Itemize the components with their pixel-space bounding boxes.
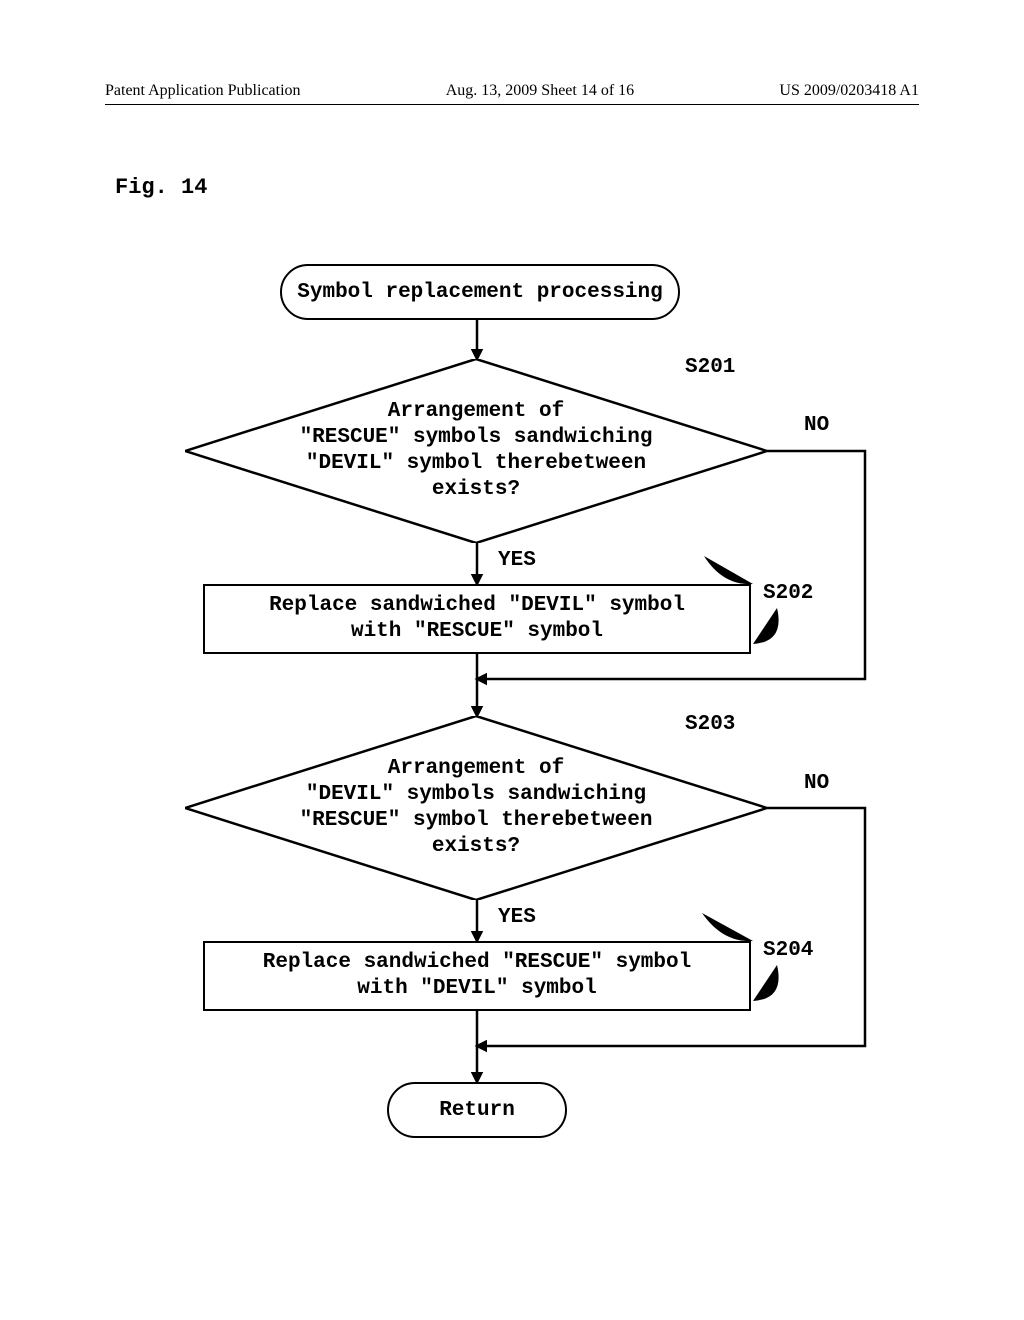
decision-s201: Arrangement of"RESCUE" symbols sandwichi… (185, 359, 767, 543)
step-label-s203: S203 (685, 713, 735, 736)
terminator-start: Symbol replacement processing (280, 264, 680, 320)
terminator-end-text: Return (439, 1099, 515, 1122)
process-s204: Replace sandwiched "RESCUE" symbolwith "… (203, 941, 751, 1011)
header-right: US 2009/0203418 A1 (779, 82, 919, 100)
decision-s203-text: Arrangement of"DEVIL" symbols sandwichin… (185, 716, 767, 900)
decision-s203: Arrangement of"DEVIL" symbols sandwichin… (185, 716, 767, 900)
yes-label-s201: YES (498, 549, 536, 572)
page: Patent Application Publication Aug. 13, … (0, 0, 1024, 1320)
header-left: Patent Application Publication (105, 82, 301, 100)
step-label-s204: S204 (763, 939, 813, 962)
process-s204-text: Replace sandwiched "RESCUE" symbolwith "… (263, 950, 691, 1003)
step-label-s201: S201 (685, 356, 735, 379)
no-label-s201: NO (804, 414, 829, 437)
page-header: Patent Application Publication Aug. 13, … (105, 82, 919, 105)
step-label-s202: S202 (763, 582, 813, 605)
process-s202-text: Replace sandwiched "DEVIL" symbolwith "R… (269, 593, 685, 646)
flowchart: Symbol replacement processing Arrangemen… (105, 264, 925, 1184)
decision-s201-text: Arrangement of"RESCUE" symbols sandwichi… (185, 359, 767, 543)
no-label-s203: NO (804, 772, 829, 795)
terminator-start-text: Symbol replacement processing (297, 281, 662, 304)
yes-label-s203: YES (498, 906, 536, 929)
figure-label: Fig. 14 (115, 175, 207, 200)
process-s202: Replace sandwiched "DEVIL" symbolwith "R… (203, 584, 751, 654)
header-center: Aug. 13, 2009 Sheet 14 of 16 (446, 82, 634, 100)
terminator-end: Return (387, 1082, 567, 1138)
